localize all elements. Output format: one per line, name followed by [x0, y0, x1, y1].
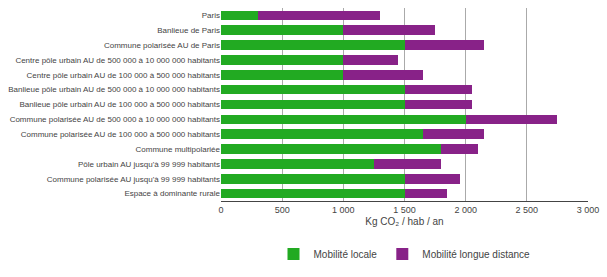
svg-text:Mobilité longue distance: Mobilité longue distance: [422, 249, 530, 260]
svg-text:Commune multipolariée: Commune multipolariée: [136, 145, 221, 154]
svg-text:Kg CO₂ / hab / an: Kg CO₂ / hab / an: [365, 216, 443, 227]
svg-text:Centre pôle urbain AU de 100 0: Centre pôle urbain AU de 100 000 à 500 0…: [27, 71, 220, 80]
svg-text:3 000: 3 000: [577, 205, 600, 215]
svg-text:2 500: 2 500: [516, 205, 539, 215]
svg-text:Espace à dominante rurale: Espace à dominante rurale: [124, 189, 220, 198]
svg-text:1 000: 1 000: [332, 205, 355, 215]
svg-text:Pôle urbain AU jusqu'à 99 999: Pôle urbain AU jusqu'à 99 999 habitants: [78, 160, 220, 169]
svg-text:Paris: Paris: [202, 11, 220, 20]
svg-text:2 000: 2 000: [454, 205, 477, 215]
svg-text:Commune polarisée AU jusqu'à 9: Commune polarisée AU jusqu'à 99 999 habi…: [47, 175, 220, 184]
svg-text:Commune polarisée AU de 100 00: Commune polarisée AU de 100 000 à 500 00…: [21, 130, 220, 139]
svg-text:Centre pôle urbain AU de 500 0: Centre pôle urbain AU de 500 000 à 10 00…: [15, 56, 220, 65]
svg-text:1 500: 1 500: [393, 205, 416, 215]
svg-text:Banlieue pôle urbain AU de 100: Banlieue pôle urbain AU de 100 000 à 500…: [19, 100, 220, 109]
svg-text:500: 500: [275, 205, 290, 215]
svg-text:Commune polarisée AU de Paris: Commune polarisée AU de Paris: [104, 41, 220, 50]
svg-text:Banlieue de Paris: Banlieue de Paris: [157, 26, 220, 35]
svg-text:0: 0: [218, 205, 223, 215]
svg-text:Banlieue pôle urbain AU de 500: Banlieue pôle urbain AU de 500 000 à 10 …: [8, 85, 220, 94]
svg-text:Mobilité locale: Mobilité locale: [314, 249, 378, 260]
svg-text:Commune polarisée AU de 500 00: Commune polarisée AU de 500 000 à 10 000…: [10, 115, 220, 124]
